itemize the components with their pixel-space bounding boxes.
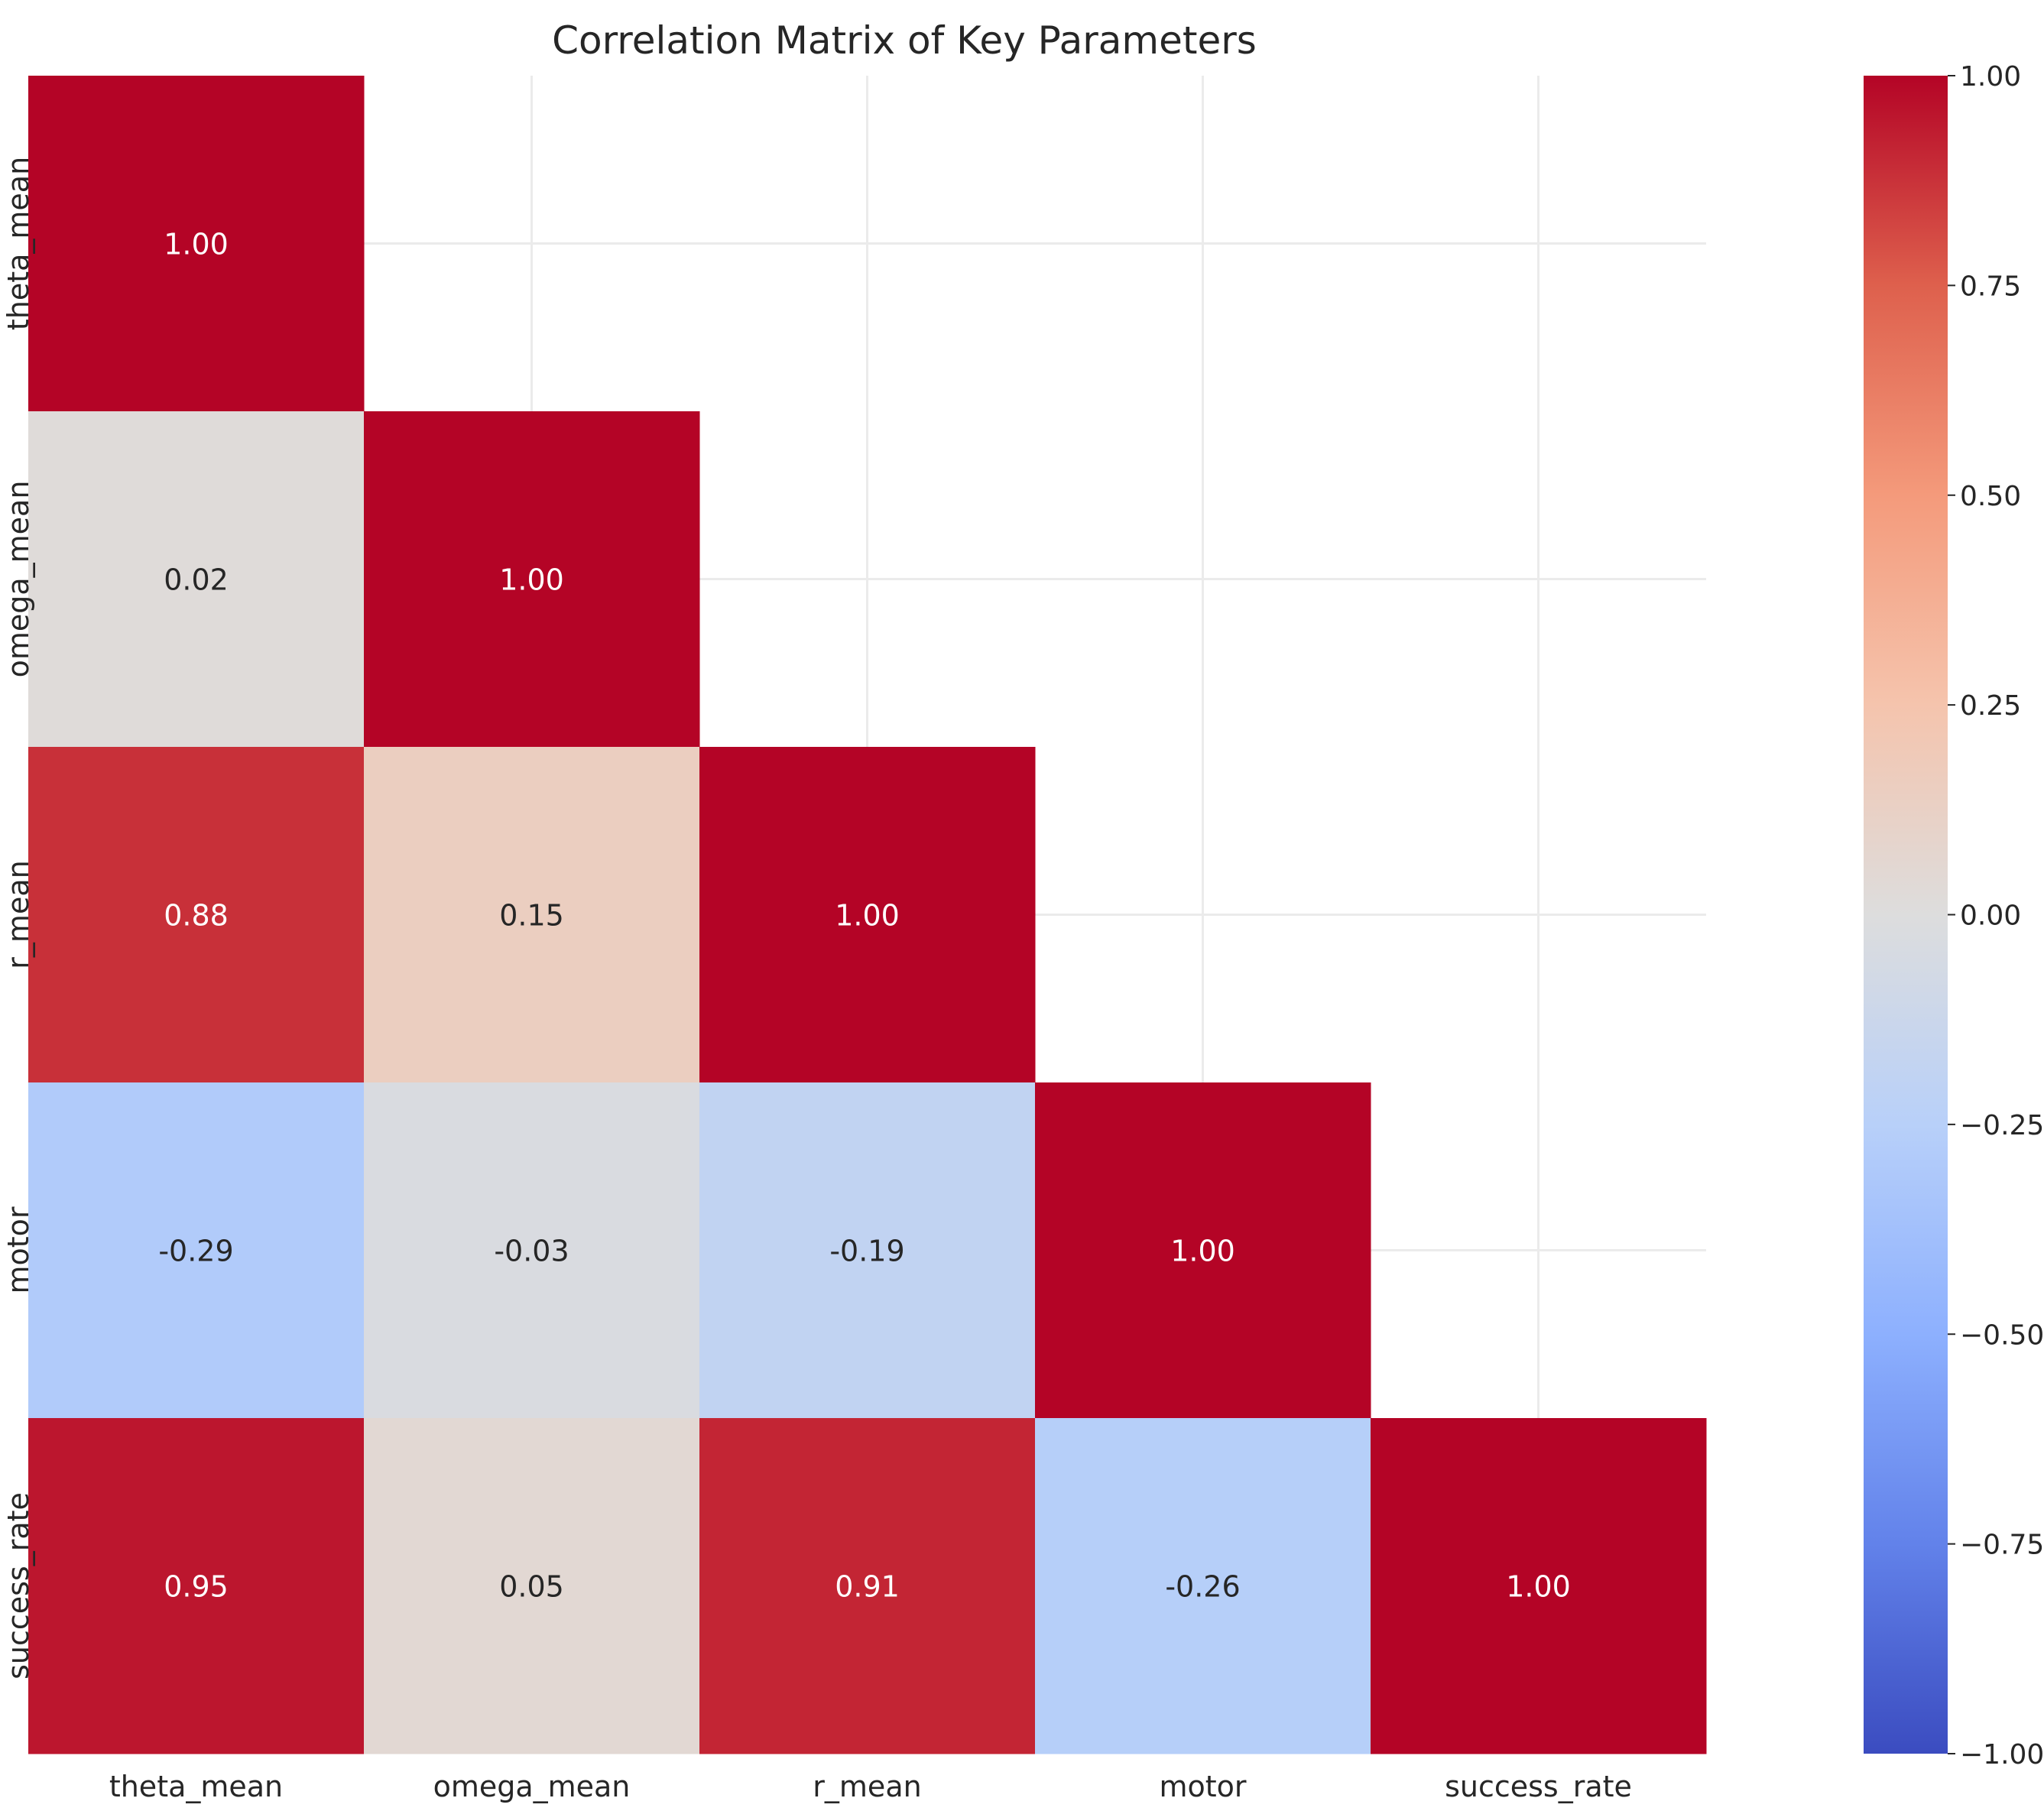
heatmap-cell-success_rate-motor bbox=[1035, 1418, 1371, 1754]
colorbar-gradient bbox=[1864, 76, 1948, 1754]
cell-annotation: 0.91 bbox=[835, 1570, 900, 1604]
cell-annotation: 1.00 bbox=[835, 899, 900, 933]
colorbar: −1.00 −0.75 −0.50 −0.25 0.00 0.25 0.50 0.75 1.00 bbox=[1864, 61, 2044, 1770]
heatmap-cell-success_rate-r_mean bbox=[699, 1418, 1036, 1754]
y-tick-label: motor bbox=[2, 1206, 35, 1293]
y-tick-label: theta_mean bbox=[2, 157, 35, 330]
cell-annotation: 0.95 bbox=[164, 1570, 229, 1604]
cell-annotation: 0.05 bbox=[499, 1570, 564, 1604]
colorbar-tick-label: 1.00 bbox=[1960, 61, 2021, 92]
x-tick-label: success_rate bbox=[1445, 1770, 1632, 1803]
colorbar-tick-label: 0.50 bbox=[1960, 481, 2021, 512]
heatmap-cell-motor-omega_mean bbox=[364, 1082, 700, 1419]
cell-annotation: 1.00 bbox=[164, 228, 229, 261]
heatmap-cell-r_mean-r_mean bbox=[699, 747, 1036, 1083]
cell-annotations: 1.00 0.02 1.00 0.88 0.15 1.00 -0.29 -0.03 -0.19 1… bbox=[158, 228, 1570, 1604]
cell-annotation: -0.19 bbox=[829, 1235, 904, 1268]
x-tick-label: motor bbox=[1159, 1770, 1246, 1803]
x-tick-label: r_mean bbox=[813, 1770, 921, 1803]
cell-annotation: -0.26 bbox=[1165, 1570, 1240, 1604]
colorbar-tick-label: 0.75 bbox=[1960, 271, 2021, 302]
colorbar-tick-label: 0.25 bbox=[1960, 690, 2021, 722]
heatmap-cell-motor-theta_mean bbox=[28, 1082, 365, 1419]
x-tick-labels: theta_mean omega_mean r_mean motor success_r… bbox=[109, 1770, 1632, 1803]
chart-title: Correlation Matrix of Key Parameters bbox=[552, 18, 1257, 63]
heatmap-cell-success_rate-omega_mean bbox=[364, 1418, 700, 1754]
x-tick-label: omega_mean bbox=[433, 1770, 631, 1803]
heatmap-cell-success_rate-theta_mean bbox=[28, 1418, 365, 1754]
cell-annotation: 1.00 bbox=[499, 563, 564, 597]
heatmap-cell-motor-r_mean bbox=[699, 1082, 1036, 1419]
heatmap-cells bbox=[28, 76, 1707, 1754]
colorbar-tick-label: 0.00 bbox=[1960, 901, 2021, 932]
colorbar-tick-label: −0.75 bbox=[1960, 1530, 2044, 1561]
colorbar-tick-label: −0.25 bbox=[1960, 1110, 2044, 1141]
y-tick-label: success_rate bbox=[2, 1492, 35, 1680]
heatmap-cell-omega_mean-omega_mean bbox=[364, 411, 700, 748]
y-tick-label: omega_mean bbox=[2, 481, 35, 678]
y-tick-label: r_mean bbox=[2, 860, 35, 969]
cell-annotation: 0.15 bbox=[499, 899, 564, 933]
heatmap-cell-motor-motor bbox=[1035, 1082, 1371, 1419]
colorbar-tick-label: −1.00 bbox=[1960, 1739, 2044, 1770]
heatmap-cell-omega_mean-theta_mean bbox=[28, 411, 365, 748]
cell-annotation: 1.00 bbox=[1170, 1235, 1235, 1268]
x-tick-label: theta_mean bbox=[109, 1770, 283, 1803]
heatmap-cell-theta_mean-theta_mean bbox=[28, 76, 365, 412]
heatmap-cell-success_rate-success_rate bbox=[1371, 1418, 1707, 1754]
cell-annotation: -0.29 bbox=[158, 1235, 233, 1268]
colorbar-tick-label: −0.50 bbox=[1960, 1319, 2044, 1351]
cell-annotation: -0.03 bbox=[494, 1235, 569, 1268]
cell-annotation: 0.88 bbox=[164, 899, 229, 933]
heatmap-cell-r_mean-theta_mean bbox=[28, 747, 365, 1083]
cell-annotation: 1.00 bbox=[1506, 1570, 1571, 1604]
cell-annotation: 0.02 bbox=[164, 563, 229, 597]
heatmap-cell-r_mean-omega_mean bbox=[364, 747, 700, 1083]
